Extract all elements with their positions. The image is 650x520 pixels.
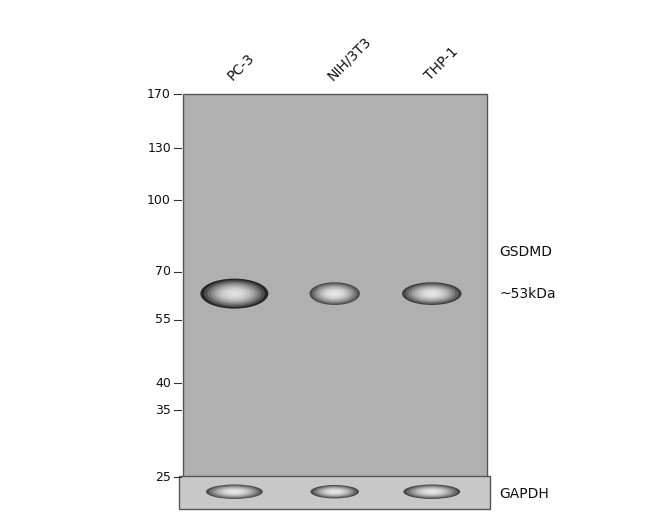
Ellipse shape xyxy=(403,485,460,499)
Ellipse shape xyxy=(209,485,260,498)
Ellipse shape xyxy=(424,291,439,296)
Ellipse shape xyxy=(427,490,436,493)
Ellipse shape xyxy=(430,491,433,492)
Text: 40: 40 xyxy=(155,377,171,390)
Text: 25: 25 xyxy=(155,471,171,484)
Ellipse shape xyxy=(419,488,445,495)
Ellipse shape xyxy=(311,485,359,499)
Text: 35: 35 xyxy=(155,404,171,417)
Ellipse shape xyxy=(222,288,247,299)
Ellipse shape xyxy=(320,488,349,496)
Ellipse shape xyxy=(424,490,439,493)
Ellipse shape xyxy=(212,486,257,498)
Ellipse shape xyxy=(230,490,239,493)
Ellipse shape xyxy=(411,286,452,302)
Text: 130: 130 xyxy=(147,141,171,154)
Ellipse shape xyxy=(323,288,346,299)
Ellipse shape xyxy=(214,285,254,302)
Ellipse shape xyxy=(408,284,455,303)
Ellipse shape xyxy=(226,290,243,297)
Ellipse shape xyxy=(233,293,236,294)
Ellipse shape xyxy=(326,290,344,298)
Ellipse shape xyxy=(328,490,341,493)
Ellipse shape xyxy=(317,286,352,302)
Ellipse shape xyxy=(415,488,448,496)
Text: 70: 70 xyxy=(155,265,171,278)
Ellipse shape xyxy=(224,489,245,495)
Ellipse shape xyxy=(333,293,336,294)
Ellipse shape xyxy=(211,283,257,304)
Ellipse shape xyxy=(326,489,344,494)
Text: 100: 100 xyxy=(147,194,171,207)
Text: 55: 55 xyxy=(155,314,171,327)
Ellipse shape xyxy=(427,292,436,295)
Text: ~53kDa: ~53kDa xyxy=(500,287,556,301)
Ellipse shape xyxy=(221,488,248,495)
Ellipse shape xyxy=(412,487,451,497)
Text: GAPDH: GAPDH xyxy=(500,487,549,501)
Ellipse shape xyxy=(315,486,354,497)
Ellipse shape xyxy=(207,282,261,305)
Ellipse shape xyxy=(421,290,443,298)
Ellipse shape xyxy=(331,491,339,493)
Ellipse shape xyxy=(421,489,442,495)
Ellipse shape xyxy=(229,291,240,296)
Ellipse shape xyxy=(200,279,268,308)
Ellipse shape xyxy=(309,282,360,305)
FancyBboxPatch shape xyxy=(179,476,490,509)
Ellipse shape xyxy=(218,287,250,301)
Ellipse shape xyxy=(218,488,251,496)
Ellipse shape xyxy=(204,280,265,307)
Text: PC-3: PC-3 xyxy=(224,51,257,83)
Text: THP-1: THP-1 xyxy=(422,44,461,83)
Ellipse shape xyxy=(227,490,242,493)
Ellipse shape xyxy=(333,491,336,492)
Ellipse shape xyxy=(233,491,236,492)
Ellipse shape xyxy=(402,282,462,305)
Text: 170: 170 xyxy=(147,88,171,101)
Ellipse shape xyxy=(418,288,446,299)
Ellipse shape xyxy=(312,283,358,304)
Ellipse shape xyxy=(320,287,349,300)
Ellipse shape xyxy=(215,487,254,497)
Text: NIH/3T3: NIH/3T3 xyxy=(325,34,374,83)
Ellipse shape xyxy=(328,291,341,296)
Ellipse shape xyxy=(318,487,351,496)
Ellipse shape xyxy=(315,284,355,303)
Ellipse shape xyxy=(410,486,454,498)
Ellipse shape xyxy=(206,485,263,499)
Ellipse shape xyxy=(405,283,458,304)
FancyBboxPatch shape xyxy=(183,95,487,477)
Ellipse shape xyxy=(415,287,449,300)
Ellipse shape xyxy=(323,489,346,495)
Ellipse shape xyxy=(313,486,356,498)
Ellipse shape xyxy=(430,293,434,294)
Ellipse shape xyxy=(406,485,457,498)
Text: GSDMD: GSDMD xyxy=(500,245,552,259)
Ellipse shape xyxy=(331,292,339,295)
